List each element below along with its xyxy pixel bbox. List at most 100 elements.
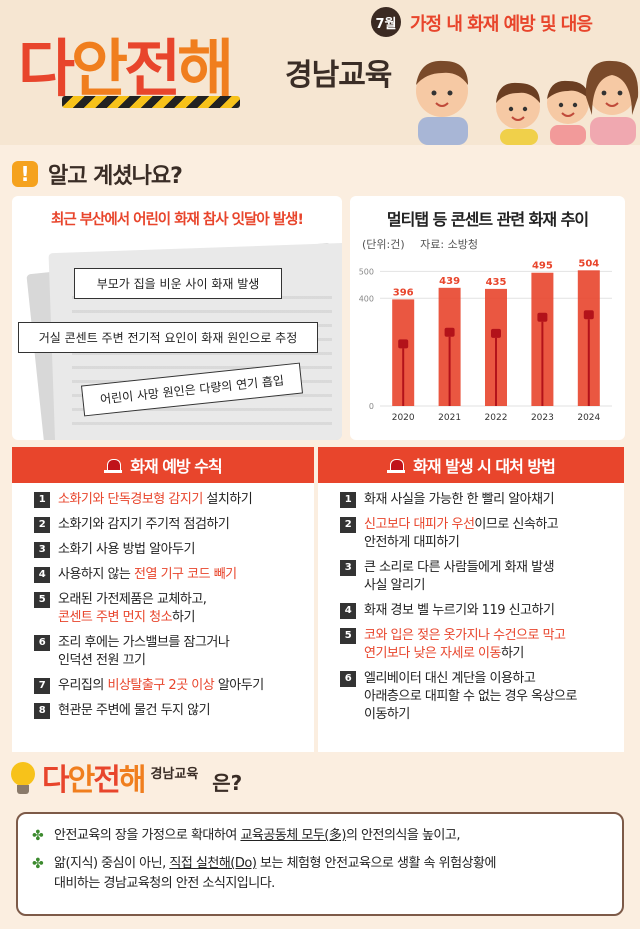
item-text: 소화기와 감지기 주기적 점검하기	[58, 516, 230, 534]
item-number: 1	[340, 492, 356, 508]
item-text: 소화기와 단독경보형 감지기 설치하기	[58, 491, 253, 509]
response-panel: 화재 발생 시 대처 방법 1 화재 사실을 가능한 한 빨리 알아채기 2 신고보다…	[318, 447, 624, 752]
plug-icon	[444, 327, 455, 337]
about-underline: 직접 실천해(Do)	[169, 856, 257, 871]
response-header: 화재 발생 시 대처 방법	[318, 447, 624, 483]
response-item: 6 엘리베이터 대신 계단을 이용하고 아래층으로 대피할 수 없는 경우 옥상으로…	[340, 670, 616, 724]
highlight-text: 콘센트 주변 먼지 청소	[58, 610, 173, 625]
news-clipping: 부모가 집을 비운 사이 화재 발생	[74, 268, 282, 299]
item-text: 사용하지 않는 전열 기구 코드 빼기	[58, 566, 237, 584]
response-item: 4 화재 경보 벨 누르기와 119 신고하기	[340, 602, 616, 620]
item-number: 4	[34, 567, 50, 583]
item-number: 2	[340, 517, 356, 533]
plain-text: 알아두기	[214, 678, 264, 693]
prevention-item: 2 소화기와 감지기 주기적 점검하기	[34, 516, 306, 534]
item-text: 우리집의 비상탈출구 2곳 이상 알아두기	[58, 677, 264, 695]
highlight-text: 코와 입은 젖은 옷가지나 수건으로 막고	[364, 628, 566, 643]
prevention-title: 화재 예방 수칙	[130, 457, 222, 476]
about-box: ✤ 안전교육의 장을 가정으로 확대하여 교육공동체 모두(多)의 안전의식을 …	[16, 812, 624, 916]
data-label: 504	[578, 258, 599, 269]
prevention-item: 4 사용하지 않는 전열 기구 코드 빼기	[34, 566, 306, 584]
logo-char: 전	[93, 763, 121, 798]
x-tick-label: 2022	[485, 413, 508, 423]
data-label: 396	[393, 287, 414, 298]
prevention-item: 7 우리집의 비상탈출구 2곳 이상 알아두기	[34, 677, 306, 695]
chart-source: 자료: 소방청	[420, 238, 478, 251]
item-text: 화재 사실을 가능한 한 빨리 알아채기	[364, 491, 555, 509]
item-number: 7	[34, 678, 50, 694]
x-tick-label: 2023	[531, 413, 554, 423]
highlight-text: 소화기와 단독경보형 감지기	[58, 492, 203, 507]
plain-text: 설치하기	[202, 492, 253, 507]
about-line: ✤ 안전교육의 장을 가정으로 확대하여 교육공동체 모두(多)의 안전의식을 …	[32, 826, 608, 846]
section-title-know: ! 알고 계셨나요?	[12, 158, 183, 190]
plain-text: 사실 알리기	[364, 578, 425, 593]
item-text: 엘리베이터 대신 계단을 이용하고 아래층으로 대피할 수 없는 경우 옥상으로 이…	[364, 670, 577, 724]
data-label: 495	[532, 261, 553, 272]
news-card: 최근 부산에서 어린이 화재 참사 잇달아 발생! 부모가 집을 비운 사이 화…	[12, 196, 342, 440]
x-tick-label: 2021	[438, 413, 461, 423]
prevention-item: 6 조리 후에는 가스밸브를 잠그거나 인덕션 전원 끄기	[34, 634, 306, 670]
chart-card: 멀티탭 등 콘센트 관련 화재 추이 (단위:건) 자료: 소방청 0 400 50…	[350, 196, 625, 440]
item-number: 1	[34, 492, 50, 508]
chart-title: 멀티탭 등 콘센트 관련 화재 추이	[386, 210, 589, 229]
about-underline: 교육공동체 모두(多)	[240, 828, 346, 843]
about-text: 안전교육의 장을 가정으로 확대하여	[54, 828, 241, 843]
item-text: 화재 경보 벨 누르기와 119 신고하기	[364, 602, 555, 620]
x-tick-label: 2024	[577, 413, 600, 423]
logo-char: 안	[67, 763, 96, 798]
logo-char: 다	[42, 763, 70, 798]
logo-char: 해	[177, 32, 234, 105]
about-text: 앎(지식) 중심이 아닌,	[54, 856, 170, 871]
plain-text: 이동하기	[364, 707, 410, 722]
logo-char: 전	[124, 32, 181, 105]
prevention-header: 화재 예방 수칙	[12, 447, 314, 483]
item-text: 소화기 사용 방법 알아두기	[58, 541, 195, 559]
logo: 다안전해	[18, 38, 234, 100]
highlight-text: 신고보다 대피가 우선	[364, 517, 475, 532]
item-text: 코와 입은 젖은 옷가지나 수건으로 막고 연기보다 낮은 자세로 이동하기	[364, 627, 566, 663]
family-illustration	[416, 60, 639, 145]
y-tick-label: 0	[369, 402, 374, 411]
y-tick-label: 500	[359, 267, 374, 276]
highlight-text: 전열 기구 코드 빼기	[134, 567, 237, 582]
plain-text: 이므로 신속하고	[474, 517, 559, 532]
highlight-text: 연기보다 낮은 자세로 이동	[364, 646, 501, 661]
plain-text: 엘리베이터 대신 계단을 이용하고	[364, 671, 536, 686]
about-line: ✤ 앎(지식) 중심이 아닌, 직접 실천해(Do) 보는 체험형 안전교육으로…	[32, 854, 608, 894]
exclamation-icon: !	[12, 161, 38, 187]
prevention-list: 1 소화기와 단독경보형 감지기 설치하기 2 소화기와 감지기 주기적 점검하기 3 소…	[12, 483, 314, 720]
small-logo: 다안전해	[42, 763, 146, 798]
logo-char: 안	[71, 32, 128, 105]
plain-text: 안전하게 대피하기	[364, 535, 460, 550]
data-label: 435	[486, 277, 507, 288]
item-text: 큰 소리로 다른 사람들에게 화재 발생 사실 알리기	[364, 559, 555, 595]
item-number: 6	[34, 635, 50, 651]
item-number: 4	[340, 603, 356, 619]
plain-text: 오래된 가전제품은 교체하고,	[58, 592, 207, 607]
about-title: 다안전해 경남교육 은?	[10, 762, 242, 796]
plug-icon	[491, 328, 501, 338]
prevention-item: 1 소화기와 단독경보형 감지기 설치하기	[34, 491, 306, 509]
news-headline: 최근 부산에서 어린이 화재 참사 잇달아 발생!	[50, 212, 304, 228]
item-number: 6	[340, 671, 356, 687]
plug-icon	[537, 312, 548, 322]
plain-text: 화재 경보 벨 누르기와 119 신고하기	[364, 603, 555, 618]
about-text: 의 안전의식을 높이고,	[345, 828, 461, 843]
item-number: 2	[34, 517, 50, 533]
bar-chart: 0 400 500 396 2020 439 2021 435 2022 495 2023 504 20…	[359, 258, 612, 423]
item-number: 3	[34, 542, 50, 558]
plain-text: 화재 사실을 가능한 한 빨리 알아채기	[364, 492, 555, 507]
siren-icon	[387, 457, 406, 473]
prevention-item: 3 소화기 사용 방법 알아두기	[34, 541, 306, 559]
plain-text: 하기	[172, 610, 195, 625]
response-title: 화재 발생 시 대처 방법	[413, 457, 556, 476]
plain-text: 현관문 주변에 물건 두지 않기	[58, 703, 211, 718]
header-topic: 가정 내 화재 예방 및 대응	[410, 14, 593, 35]
news-clipping: 거실 콘센트 주변 전기적 요인이 화재 원인으로 추정	[18, 322, 318, 353]
plain-text: 소화기와 감지기 주기적 점검하기	[58, 517, 230, 532]
response-item: 5 코와 입은 젖은 옷가지나 수건으로 막고 연기보다 낮은 자세로 이동하기	[340, 627, 616, 663]
plain-text: 인덕션 전원 끄기	[58, 653, 146, 668]
